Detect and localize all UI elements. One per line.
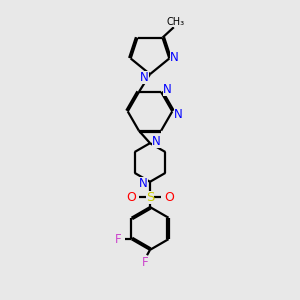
Text: O: O [164, 191, 174, 204]
Text: N: N [163, 82, 172, 96]
Text: N: N [152, 135, 161, 148]
Text: F: F [116, 233, 122, 246]
Text: O: O [126, 191, 136, 204]
Text: F: F [142, 256, 149, 269]
Text: N: N [170, 51, 179, 64]
Text: S: S [146, 191, 154, 204]
Text: CH₃: CH₃ [166, 17, 184, 27]
Text: N: N [139, 177, 148, 190]
Text: N: N [140, 71, 149, 84]
Text: N: N [174, 108, 183, 121]
